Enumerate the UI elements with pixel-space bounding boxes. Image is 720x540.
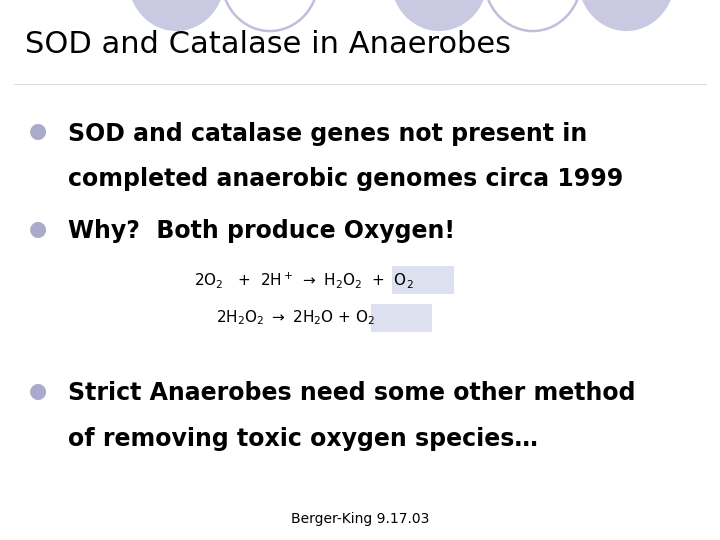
Text: 2O$_2$   +  2H$^+$ $\rightarrow$ H$_2$O$_2$  +  O$_2$: 2O$_2$ + 2H$^+$ $\rightarrow$ H$_2$O$_2$… <box>194 269 414 290</box>
Text: Berger-King 9.17.03: Berger-King 9.17.03 <box>291 512 429 526</box>
Text: Why?  Both produce Oxygen!: Why? Both produce Oxygen! <box>68 219 455 242</box>
Ellipse shape <box>390 0 488 31</box>
Text: SOD and Catalase in Anaerobes: SOD and Catalase in Anaerobes <box>25 30 511 59</box>
Text: 2H$_2$O$_2$ $\rightarrow$ 2H$_2$O + O$_2$: 2H$_2$O$_2$ $\rightarrow$ 2H$_2$O + O$_2… <box>216 308 375 327</box>
Text: Strict Anaerobes need some other method: Strict Anaerobes need some other method <box>68 381 636 404</box>
Text: SOD and catalase genes not present in: SOD and catalase genes not present in <box>68 122 588 145</box>
Text: of removing toxic oxygen species…: of removing toxic oxygen species… <box>68 427 539 450</box>
Text: ●: ● <box>29 122 47 141</box>
Ellipse shape <box>577 0 675 31</box>
Text: ●: ● <box>29 381 47 401</box>
Text: completed anaerobic genomes circa 1999: completed anaerobic genomes circa 1999 <box>68 167 624 191</box>
Text: ●: ● <box>29 219 47 239</box>
Ellipse shape <box>128 0 225 31</box>
Bar <box>392 266 454 294</box>
Bar <box>371 304 432 332</box>
